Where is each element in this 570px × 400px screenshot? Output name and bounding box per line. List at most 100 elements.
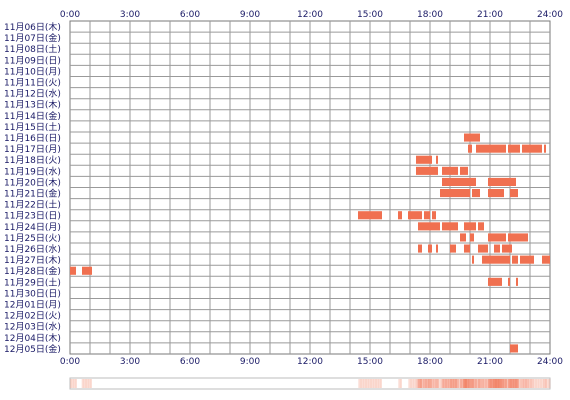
activity-bar <box>478 222 484 231</box>
day-label: 11月22日(土) <box>4 199 61 211</box>
x-tick-label-top: 24:00 <box>537 10 563 20</box>
activity-bar <box>442 177 476 186</box>
x-tick-label-bottom: 12:00 <box>297 357 323 367</box>
summary-cell <box>433 379 436 388</box>
activity-bar <box>450 244 456 253</box>
summary-cell <box>431 379 434 388</box>
day-label: 11月06日(木) <box>4 21 61 33</box>
summary-cell <box>435 379 437 388</box>
activity-bar <box>470 233 474 242</box>
summary-cell <box>510 379 512 388</box>
summary-cell <box>541 379 544 388</box>
activity-bar <box>82 266 92 275</box>
x-tick-label-bottom: 21:00 <box>477 357 503 367</box>
activity-bar <box>510 189 518 198</box>
x-tick-label-top: 12:00 <box>297 10 323 20</box>
summary-cell <box>470 379 472 388</box>
summary-cell <box>380 379 382 388</box>
day-label: 11月17日(月) <box>4 144 61 155</box>
summary-cell <box>375 379 377 388</box>
summary-cell <box>543 379 546 388</box>
day-label: 11月11日(火) <box>4 78 61 89</box>
day-label: 11月19日(水) <box>4 165 61 177</box>
activity-bar <box>358 211 382 220</box>
summary-cell <box>420 379 422 388</box>
x-tick-label-top: 0:00 <box>60 10 80 20</box>
summary-cell <box>498 379 501 388</box>
summary-cell <box>476 379 479 388</box>
x-tick-label-bottom: 0:00 <box>60 357 80 367</box>
summary-cell <box>505 379 507 388</box>
summary-cell <box>373 379 376 388</box>
summary-cell <box>511 379 514 388</box>
summary-cell <box>453 379 456 388</box>
summary-cell <box>421 379 424 388</box>
day-label: 11月09日(日) <box>4 55 61 66</box>
activity-bar <box>418 222 440 231</box>
activity-bar <box>398 211 402 220</box>
day-label: 12月03日(水) <box>4 321 61 333</box>
grid <box>69 20 551 355</box>
summary-cell <box>440 379 442 388</box>
summary-cell <box>540 379 542 388</box>
activity-bar <box>432 211 436 220</box>
summary-cell <box>425 379 427 388</box>
summary-cell <box>445 379 447 388</box>
activity-bar <box>464 133 480 142</box>
activity-bar <box>460 166 468 175</box>
summary-cell <box>446 379 449 388</box>
activity-bar <box>520 255 534 264</box>
day-label: 11月14日(金) <box>4 110 61 122</box>
activity-bar <box>416 155 432 164</box>
summary-cell <box>400 379 402 388</box>
activity-bar <box>478 244 488 253</box>
summary-cell <box>506 379 509 388</box>
x-tick-label-top: 18:00 <box>417 10 443 20</box>
summary-cell <box>486 379 489 388</box>
activity-bar <box>542 255 550 264</box>
summary-cell <box>478 379 481 388</box>
activity-bar <box>494 244 500 253</box>
summary-cell <box>500 379 502 388</box>
summary-cell <box>530 379 532 388</box>
activity-bar <box>488 177 516 186</box>
summary-cell <box>455 379 457 388</box>
day-label: 11月15日(土) <box>4 121 61 133</box>
x-tick-label-top: 9:00 <box>240 10 260 20</box>
day-label: 11月28日(金) <box>4 265 61 277</box>
day-label: 11月08日(土) <box>4 43 61 55</box>
summary-cell <box>436 379 439 388</box>
summary-cell <box>493 379 496 388</box>
activity-bar <box>502 244 512 253</box>
x-tick-label-top: 21:00 <box>477 10 503 20</box>
summary-cell <box>538 379 541 388</box>
activity-bar <box>472 255 474 264</box>
x-tick-label-bottom: 6:00 <box>180 357 200 367</box>
summary-cell <box>526 379 529 388</box>
summary-cell <box>535 379 537 388</box>
day-label: 11月16日(日) <box>4 133 61 144</box>
activity-bar <box>544 144 546 153</box>
activity-bar <box>522 144 542 153</box>
x-tick-label-top: 6:00 <box>180 10 200 20</box>
day-label: 11月24日(月) <box>4 222 61 233</box>
summary-cell <box>463 379 466 388</box>
summary-cell <box>508 379 511 388</box>
summary-cell <box>410 379 412 388</box>
summary-cell <box>83 379 86 388</box>
summary-cell <box>471 379 474 388</box>
x-tick-label-bottom: 3:00 <box>120 357 140 367</box>
day-label: 11月23日(日) <box>4 211 61 222</box>
summary-cell <box>451 379 454 388</box>
summary-cell <box>516 379 519 388</box>
activity-bar <box>436 244 438 253</box>
summary-cell <box>546 379 549 388</box>
summary-cell <box>531 379 534 388</box>
summary-cell <box>411 379 414 388</box>
summary-cell <box>528 379 531 388</box>
summary-cell <box>491 379 494 388</box>
summary-cell <box>480 379 482 388</box>
summary-strip <box>69 377 551 390</box>
summary-cell <box>473 379 476 388</box>
summary-cell <box>475 379 477 388</box>
